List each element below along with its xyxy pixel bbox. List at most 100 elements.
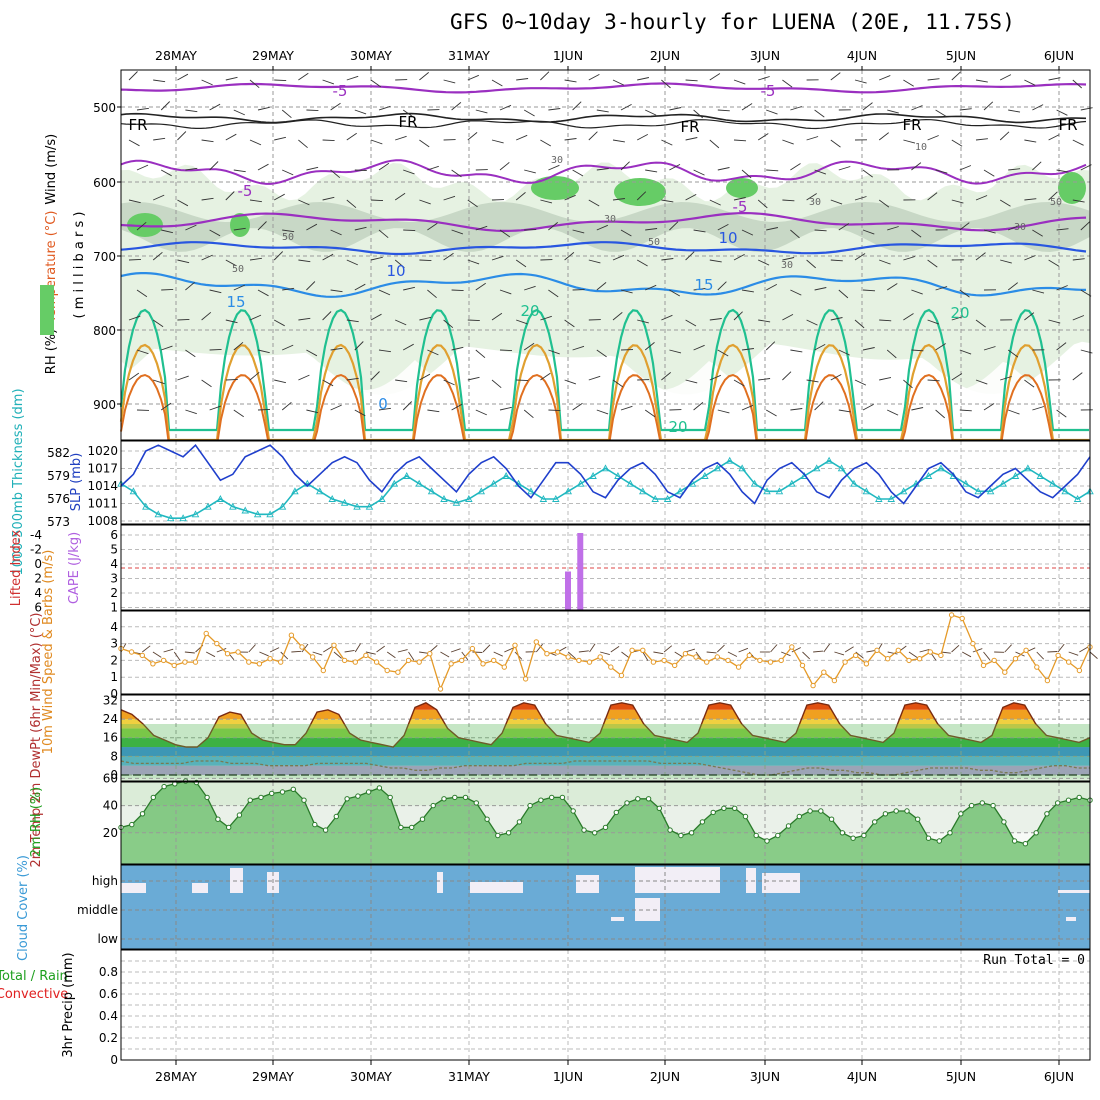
- rh-point: [785, 823, 792, 829]
- rh-contour-label: 50: [282, 232, 294, 243]
- day-label-top: 2JUN: [650, 48, 680, 63]
- wind-barb: [153, 379, 165, 385]
- wind-barb: [491, 139, 504, 144]
- wind-barb: [1080, 107, 1093, 111]
- wind-barb: [854, 79, 867, 84]
- thickness-point: [626, 479, 635, 487]
- wind-barb: [766, 227, 778, 231]
- wind-barb: [999, 199, 1011, 207]
- rh-point: [678, 832, 684, 839]
- precip-ylabel-total: Total / Rain: [0, 969, 68, 984]
- thickness-tick-label: 576: [47, 492, 70, 506]
- wind-barb: [1024, 379, 1035, 388]
- wind-barb: [806, 379, 819, 383]
- wind-speed-point: [927, 649, 933, 655]
- wind-barb: [564, 379, 577, 385]
- wind-barb-10m: [983, 651, 991, 661]
- temp-contour-label: 15: [226, 293, 245, 311]
- wind-barb-10m: [855, 651, 864, 659]
- wind-barb: [298, 374, 310, 381]
- wind-barb: [758, 319, 771, 323]
- wind-barb-10m: [472, 651, 483, 653]
- temp-contour-15: [120, 272, 1087, 298]
- temp-contour-label: FR: [680, 118, 699, 136]
- wind-barb: [951, 71, 961, 81]
- cloud-gap: [576, 875, 599, 893]
- temp-color-band: [121, 765, 1090, 775]
- wind-barb: [209, 103, 221, 111]
- wind-barb: [693, 402, 704, 411]
- wind-barb: [782, 139, 794, 145]
- wind-barb: [282, 229, 295, 233]
- wind-barb: [233, 169, 246, 173]
- rh-tick-label: 60: [103, 771, 118, 785]
- wind-barb: [491, 379, 502, 389]
- thickness-point: [1036, 472, 1045, 479]
- wind-barb-10m: [813, 650, 824, 653]
- wind-barb: [201, 139, 214, 143]
- thickness-point: [974, 487, 982, 495]
- wind-speed-point: [980, 662, 987, 669]
- temp-contour-label: -5: [238, 182, 253, 200]
- wind-barb-10m: [621, 651, 630, 659]
- wind-barb: [225, 378, 238, 381]
- wind-barb: [499, 162, 510, 171]
- rh-point: [893, 808, 899, 814]
- wind-barb: [177, 131, 187, 141]
- wind-barb: [185, 281, 195, 291]
- rh-point: [495, 832, 501, 839]
- rh-point: [226, 824, 232, 831]
- wind-barb: [620, 289, 633, 294]
- wind-barb: [233, 109, 245, 116]
- wind-barb: [395, 379, 408, 383]
- wind-barb: [927, 259, 938, 268]
- wind-speed-point: [991, 657, 997, 664]
- cloud-tick-label: middle: [77, 903, 118, 917]
- rh-high-blob: [1058, 172, 1086, 204]
- wind-speed-point: [459, 657, 465, 664]
- wind-barb: [153, 79, 166, 83]
- wind-barb: [838, 166, 851, 171]
- wind-barb: [523, 342, 535, 351]
- temp-contour-label: 15: [694, 276, 713, 294]
- wind-barb-10m: [940, 651, 951, 654]
- wind-barb: [201, 379, 212, 388]
- wind-barb: [758, 378, 771, 381]
- temp-contour-label: -5: [333, 82, 348, 100]
- wind-barb: [927, 135, 939, 141]
- wind-barb: [879, 377, 891, 381]
- slp-tick-label: 1014: [87, 479, 118, 493]
- rh-point: [818, 808, 824, 814]
- wind-barb: [548, 289, 559, 298]
- rh-point: [915, 816, 921, 822]
- wind-speed-point: [246, 659, 252, 665]
- wind-barb: [636, 191, 647, 201]
- wind-speed-point: [1076, 667, 1083, 674]
- wind-speed-point: [533, 639, 539, 645]
- wind-barb-10m: [908, 651, 918, 658]
- wind-barb: [636, 259, 648, 267]
- wind-barb: [298, 317, 311, 321]
- temp-contour-20: [119, 308, 1089, 432]
- rh-point: [516, 819, 523, 825]
- wind-speed-point: [491, 657, 497, 664]
- rh-point: [376, 785, 383, 791]
- wind-speed-point: [267, 656, 273, 662]
- wind-speed-point: [341, 657, 348, 664]
- wind-barb: [887, 409, 899, 416]
- rh-point: [290, 786, 296, 792]
- wind-barb: [838, 409, 851, 413]
- wind-barb: [661, 258, 674, 261]
- thickness-point: [701, 472, 709, 479]
- wind-speed-point: [299, 644, 305, 650]
- temp-contour-label: FR: [398, 113, 417, 131]
- rh-point: [215, 816, 221, 822]
- wind-barb: [661, 314, 673, 321]
- wind-barb: [935, 286, 948, 291]
- rh-point: [269, 790, 275, 797]
- wind-barb: [378, 105, 391, 111]
- wind-barb: [249, 139, 262, 146]
- wind-barb: [903, 256, 916, 261]
- rh-point: [247, 797, 253, 803]
- temp-color-band: [121, 719, 1090, 729]
